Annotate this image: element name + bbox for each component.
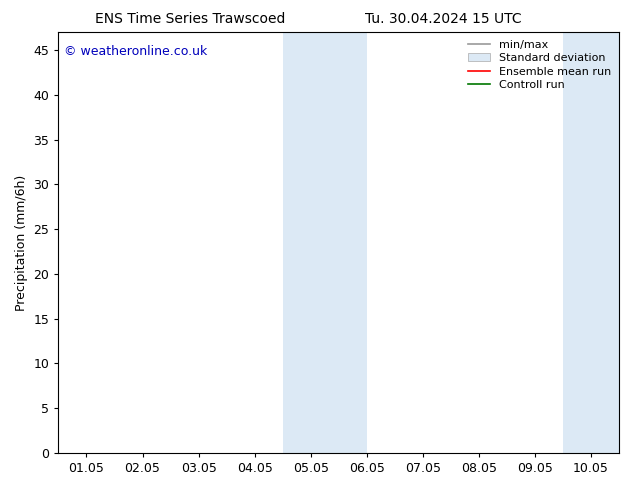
- Text: © weatheronline.co.uk: © weatheronline.co.uk: [64, 45, 207, 58]
- Text: ENS Time Series Trawscoed: ENS Time Series Trawscoed: [95, 12, 285, 26]
- Bar: [591, 32, 619, 453]
- Bar: [563, 32, 591, 453]
- Bar: [311, 32, 366, 453]
- Text: Tu. 30.04.2024 15 UTC: Tu. 30.04.2024 15 UTC: [365, 12, 522, 26]
- Y-axis label: Precipitation (mm/6h): Precipitation (mm/6h): [15, 174, 28, 311]
- Bar: [283, 32, 311, 453]
- Legend: min/max, Standard deviation, Ensemble mean run, Controll run: min/max, Standard deviation, Ensemble me…: [463, 35, 616, 95]
